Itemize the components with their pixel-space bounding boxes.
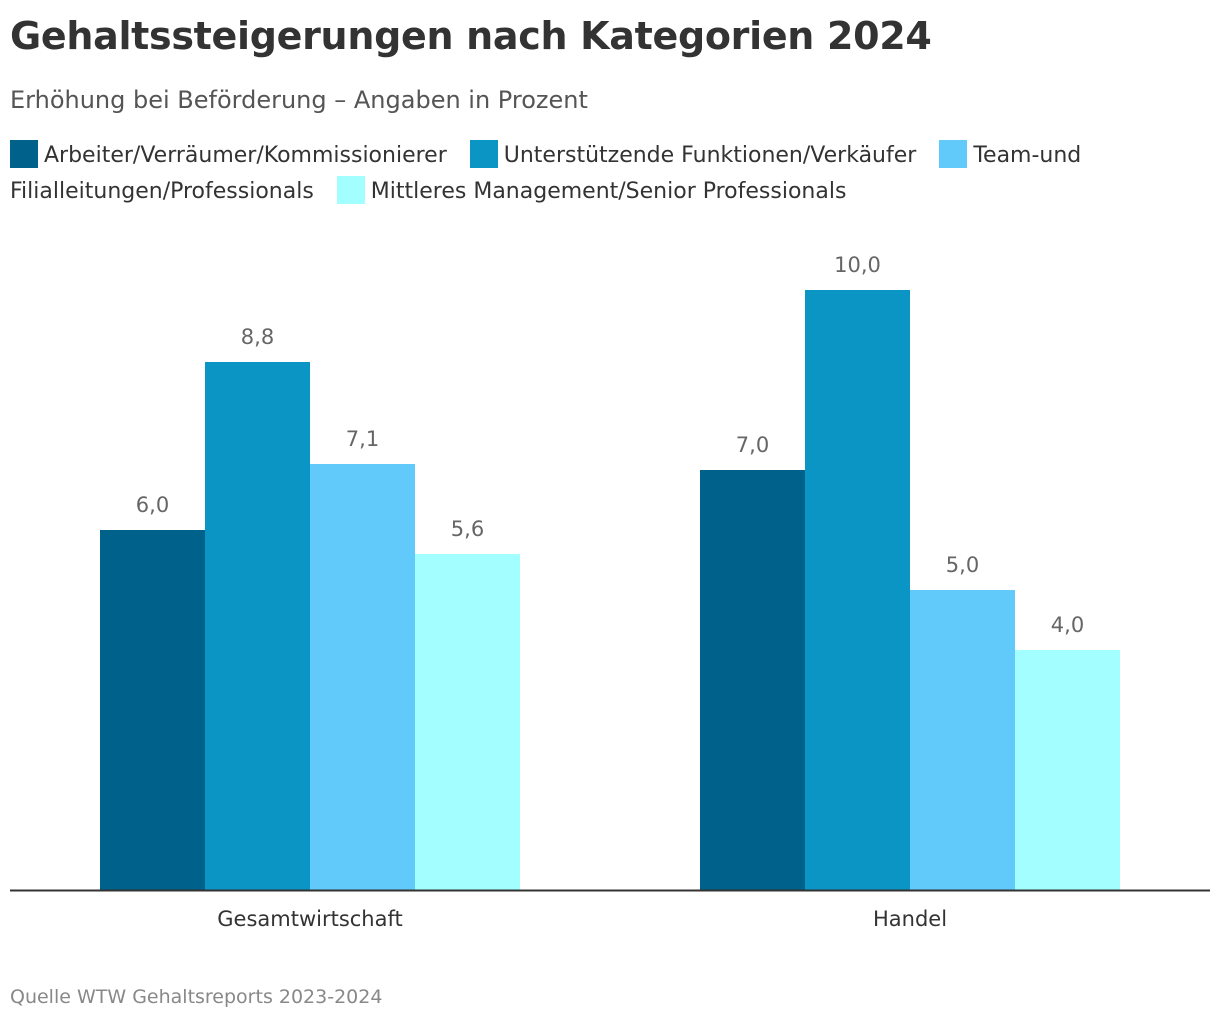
bar-gesamtwirtschaft-series-1 — [100, 530, 205, 890]
legend-label-teamleitung: Team-und Filialleitungen/Professionals — [10, 143, 1082, 204]
legend-swatch-management — [336, 176, 365, 204]
data-label-gesamtwirtschaft-series-3: 7,1 — [346, 427, 379, 451]
legend-item-management: Mittleres Management/Senior Professional… — [321, 176, 847, 204]
legend: Arbeiter/Verräumer/Kommissionierer Unter… — [10, 138, 1210, 210]
bar-gesamtwirtschaft-series-2 — [205, 362, 310, 890]
data-label-handel-series-4: 4,0 — [1051, 613, 1084, 637]
chart-subtitle: Erhöhung bei Beförderung – Angaben in Pr… — [10, 86, 588, 114]
data-label-handel-series-3: 5,0 — [946, 553, 979, 577]
bar-handel-series-4 — [1015, 650, 1120, 890]
legend-swatch-unterstuetzende — [469, 140, 498, 168]
chart-title: Gehaltssteigerungen nach Kategorien 2024 — [10, 14, 932, 58]
bar-gesamtwirtschaft-series-4 — [415, 554, 520, 890]
bar-gesamtwirtschaft-series-3 — [310, 464, 415, 890]
bar-handel-series-1 — [700, 470, 805, 890]
legend-label-arbeiter: Arbeiter/Verräumer/Kommissionierer — [44, 143, 447, 168]
legend-item-teamleitung: Team-und Filialleitungen/Professionals — [10, 140, 1082, 204]
data-label-gesamtwirtschaft-series-2: 8,8 — [241, 325, 274, 349]
data-label-gesamtwirtschaft-series-4: 5,6 — [451, 517, 484, 541]
legend-item-unterstuetzende: Unterstützende Funktionen/Verkäufer — [454, 140, 917, 168]
x-tick-label-gesamtwirtschaft: Gesamtwirtschaft — [217, 907, 403, 931]
legend-item-arbeiter: Arbeiter/Verräumer/Kommissionierer — [10, 140, 447, 168]
legend-swatch-teamleitung — [939, 140, 968, 168]
bar-handel-series-2 — [805, 290, 910, 890]
bar-handel-series-3 — [910, 590, 1015, 890]
x-tick-label-handel: Handel — [873, 907, 947, 931]
data-label-handel-series-1: 7,0 — [736, 433, 769, 457]
legend-label-unterstuetzende: Unterstützende Funktionen/Verkäufer — [503, 143, 917, 168]
legend-label-management: Mittleres Management/Senior Professional… — [370, 179, 847, 204]
legend-swatch-arbeiter — [10, 140, 38, 168]
source-note: Quelle WTW Gehaltsreports 2023-2024 — [10, 986, 383, 1008]
data-label-gesamtwirtschaft-series-1: 6,0 — [136, 493, 169, 517]
data-label-handel-series-2: 10,0 — [834, 253, 881, 277]
